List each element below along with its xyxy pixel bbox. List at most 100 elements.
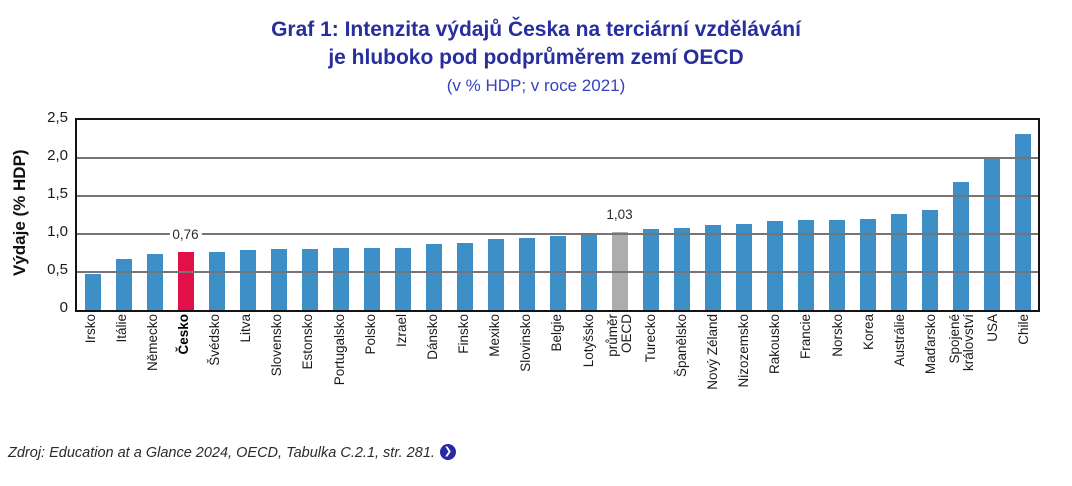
bar-slot bbox=[759, 120, 790, 310]
x-label-slot: Izrael bbox=[386, 314, 417, 442]
x-label-slot: Polsko bbox=[355, 314, 386, 442]
bar bbox=[921, 209, 938, 310]
bar bbox=[177, 252, 194, 310]
bar bbox=[301, 249, 318, 310]
bar-slot bbox=[790, 120, 821, 310]
x-tick-label: Nizozemsko bbox=[736, 314, 752, 388]
x-label-slot: Litva bbox=[231, 314, 262, 442]
bar-slot bbox=[976, 120, 1007, 310]
x-tick-label: Litva bbox=[238, 314, 254, 343]
bar bbox=[487, 238, 504, 310]
x-tick-label: USA bbox=[985, 314, 1001, 342]
bar bbox=[239, 249, 256, 310]
bar-slot bbox=[263, 120, 294, 310]
bar bbox=[611, 231, 628, 310]
bar bbox=[208, 252, 225, 310]
bar-slot bbox=[945, 120, 976, 310]
x-label-slot: Lotyšsko bbox=[573, 314, 604, 442]
chart-title-line1: Graf 1: Intenzita výdajů Česka na terciá… bbox=[271, 18, 801, 41]
x-label-slot: Norsko bbox=[822, 314, 853, 442]
bar-slot bbox=[604, 120, 635, 310]
x-tick-label: Polsko bbox=[362, 314, 378, 355]
x-label-slot: Spojené království bbox=[947, 314, 978, 442]
x-label-slot: Rakousko bbox=[760, 314, 791, 442]
x-tick-label: Spojené království bbox=[947, 314, 977, 372]
bar bbox=[859, 218, 876, 310]
x-label-slot: Slovinsko bbox=[511, 314, 542, 442]
bar bbox=[115, 259, 132, 310]
x-tick-label: Norsko bbox=[829, 314, 845, 357]
gridline bbox=[77, 271, 1038, 273]
y-axis-tick-labels: 0 0,5 1,0 1,5 2,0 2,5 bbox=[16, 109, 68, 316]
y-tick-label: 0,5 bbox=[47, 261, 68, 278]
bar-slot bbox=[356, 120, 387, 310]
bar-slot bbox=[666, 120, 697, 310]
bar-slot bbox=[170, 120, 201, 310]
x-tick-label: Korea bbox=[860, 314, 876, 351]
bar-slot bbox=[821, 120, 852, 310]
x-tick-label: Nový Zéland bbox=[705, 314, 721, 390]
x-tick-label: Dánsko bbox=[424, 314, 440, 360]
bar-slot bbox=[139, 120, 170, 310]
x-tick-label: Portugalsko bbox=[331, 314, 347, 386]
bar bbox=[890, 214, 907, 310]
y-tick-label: 2,5 bbox=[47, 109, 68, 126]
bar-slot bbox=[542, 120, 573, 310]
chart-title-line2: je hluboko pod podprůměrem zemí OECD bbox=[328, 46, 744, 69]
x-label-slot: Slovensko bbox=[262, 314, 293, 442]
bar bbox=[828, 219, 845, 310]
bar-slot bbox=[480, 120, 511, 310]
x-tick-label: Austrálie bbox=[891, 314, 907, 367]
x-label-slot: Nový Zéland bbox=[698, 314, 729, 442]
x-tick-label: Slovensko bbox=[269, 314, 285, 377]
bar bbox=[642, 229, 659, 310]
bar-slot bbox=[573, 120, 604, 310]
x-label-slot: Maďarsko bbox=[915, 314, 946, 442]
bar-slot bbox=[728, 120, 759, 310]
bar bbox=[673, 227, 690, 310]
gridline bbox=[77, 233, 1038, 235]
bar-slot bbox=[883, 120, 914, 310]
x-label-slot: Korea bbox=[853, 314, 884, 442]
x-tick-label: průměr OECD bbox=[604, 314, 634, 357]
bar bbox=[766, 221, 783, 310]
bar bbox=[704, 224, 721, 310]
bar-slot bbox=[201, 120, 232, 310]
y-tick-label: 1,5 bbox=[47, 185, 68, 202]
chevron-right-glyph: ❯ bbox=[443, 445, 453, 457]
bar-value-label: 1,03 bbox=[603, 206, 636, 222]
bar bbox=[456, 243, 473, 310]
x-label-slot: Belgie bbox=[542, 314, 573, 442]
bar bbox=[270, 249, 287, 310]
bar bbox=[549, 236, 566, 310]
source-note: Zdroj: Education at a Glance 2024, OECD,… bbox=[8, 444, 456, 461]
x-label-slot: Francie bbox=[791, 314, 822, 442]
bar-slot bbox=[511, 120, 542, 310]
bar-slot bbox=[914, 120, 945, 310]
bar-slot bbox=[294, 120, 325, 310]
bar-slot bbox=[108, 120, 139, 310]
x-tick-label: Turecko bbox=[642, 314, 658, 363]
x-label-slot: Španělsko bbox=[666, 314, 697, 442]
bar bbox=[146, 253, 163, 310]
source-text: Zdroj: Education at a Glance 2024, OECD,… bbox=[8, 445, 435, 461]
bar-slot bbox=[387, 120, 418, 310]
chevron-right-circle-icon[interactable]: ❯ bbox=[439, 444, 456, 460]
x-tick-label: Španělsko bbox=[673, 314, 689, 378]
x-label-slot: Itálie bbox=[106, 314, 137, 442]
x-label-slot: Finsko bbox=[449, 314, 480, 442]
x-label-slot: Německo bbox=[137, 314, 168, 442]
x-tick-label: Finsko bbox=[456, 314, 472, 354]
bar-slot bbox=[852, 120, 883, 310]
x-tick-label: Izrael bbox=[393, 314, 409, 348]
bar bbox=[1014, 134, 1031, 310]
plot-area: 0,76 1,03 bbox=[75, 118, 1040, 312]
gridline bbox=[77, 195, 1038, 197]
bar-value-label: 0,76 bbox=[169, 227, 202, 243]
x-tick-label: Chile bbox=[1016, 314, 1032, 345]
x-label-slot: Nizozemsko bbox=[729, 314, 760, 442]
bar-slot bbox=[635, 120, 666, 310]
x-label-slot: USA bbox=[978, 314, 1009, 442]
bar-slot bbox=[697, 120, 728, 310]
chart-subtitle: (v % HDP; v roce 2021) bbox=[446, 76, 626, 95]
